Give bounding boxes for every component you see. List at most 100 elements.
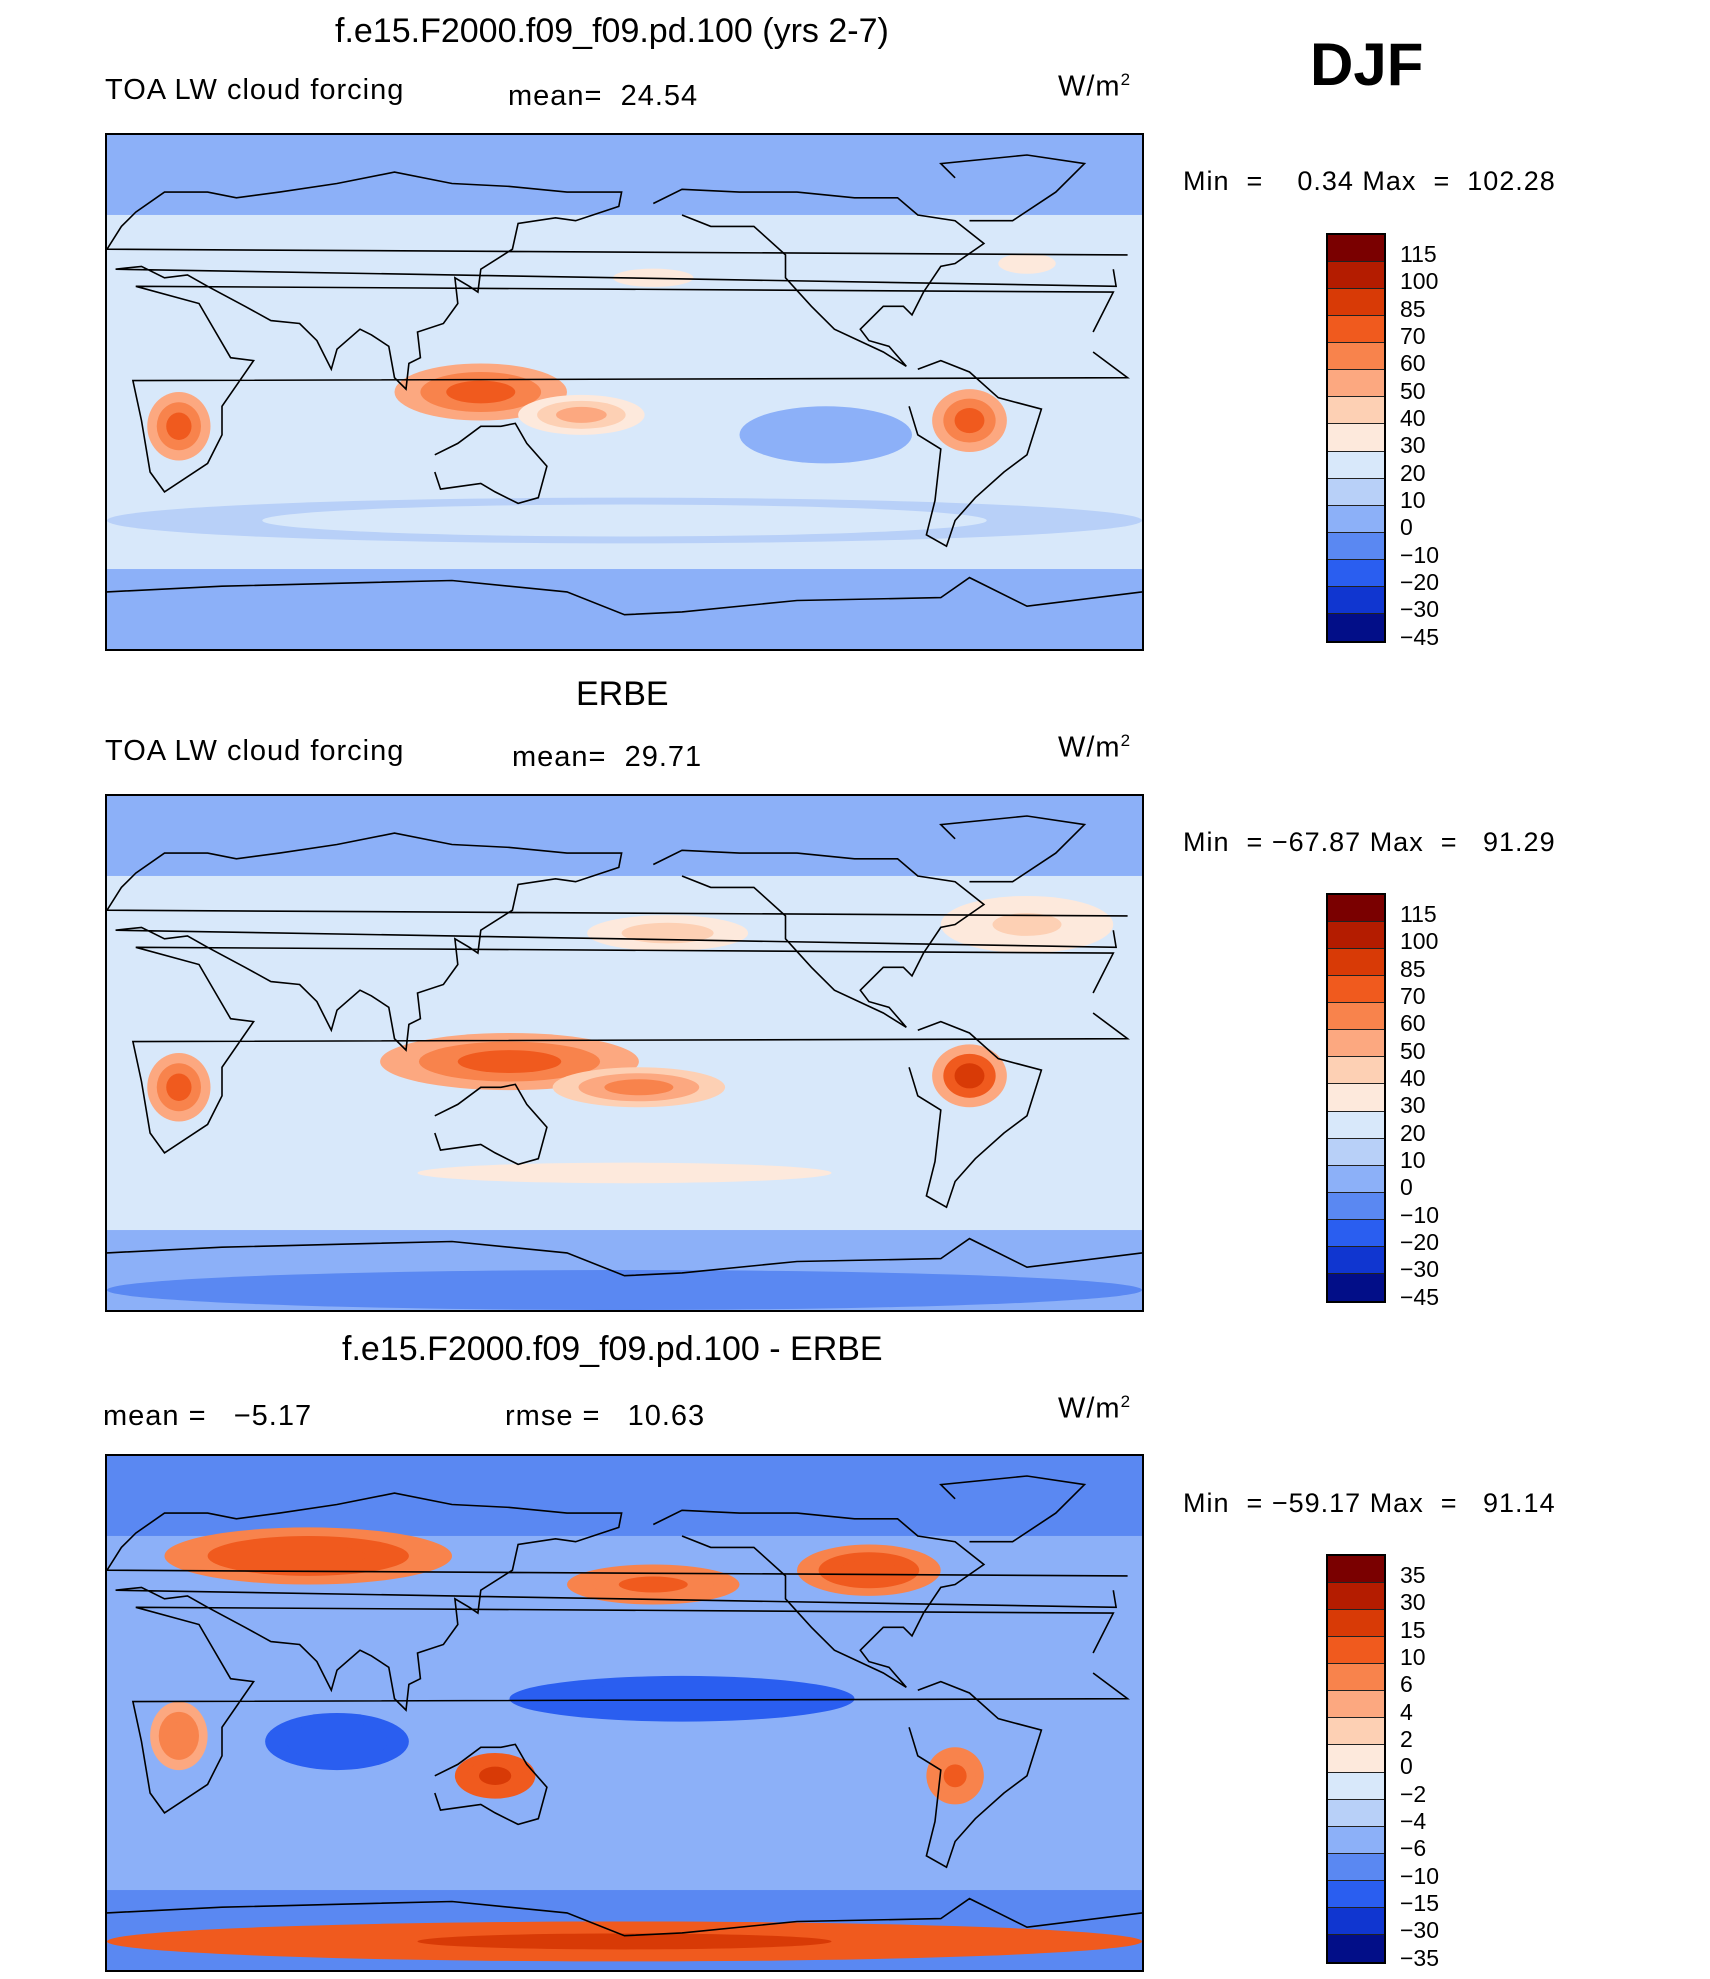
colorbar-label: −4 (1400, 1808, 1427, 1834)
colorbar-swatch (1328, 922, 1384, 950)
coastline-antarctica (107, 576, 1142, 616)
colorbar-swatch (1328, 1880, 1384, 1908)
panel2-min-label: Min (1183, 827, 1230, 857)
colorbar-swatch (1328, 262, 1384, 290)
coastline-samerica (908, 1680, 1043, 1869)
panel1-units-sup: 2 (1120, 70, 1132, 89)
panel3-min-value: −59.17 (1271, 1488, 1362, 1518)
colorbar-label: −45 (1400, 623, 1440, 650)
colorbar-swatch (1328, 1556, 1384, 1584)
colorbar-label: 50 (1400, 377, 1426, 404)
colorbar-label: −45 (1400, 1283, 1440, 1310)
panel1-variable-label: TOA LW cloud forcing (105, 74, 405, 106)
region-north-america (840, 1559, 898, 1581)
colorbar-swatch (1328, 316, 1384, 344)
colorbar-swatch (1328, 1111, 1384, 1139)
panel3-min-label: Min (1183, 1488, 1230, 1518)
panel1-mean-value: 24.54 (620, 80, 699, 112)
colorbar-swatch (1328, 613, 1384, 641)
region-south-pacific-convergence-zone (604, 1079, 674, 1096)
colorbar-label: 15 (1400, 1616, 1426, 1643)
panel3-colorbar (1326, 1554, 1386, 1964)
panel2-eq2: = (1440, 827, 1458, 857)
panel2-units: W/m2 (1058, 731, 1131, 765)
coastline-greenland (939, 815, 1087, 883)
panel1-max-label: Max (1362, 166, 1417, 196)
colorbar-label: 60 (1400, 350, 1426, 377)
panel1-title: f.e15.F2000.f09_f09.pd.100 (yrs 2-7) (335, 12, 889, 50)
colorbar-swatch (1328, 1084, 1384, 1112)
colorbar-swatch (1328, 505, 1384, 533)
coastline-namerica (652, 849, 986, 1028)
coastline-antarctica (107, 1897, 1142, 1937)
colorbar-swatch (1328, 949, 1384, 977)
colorbar-label: 115 (1400, 241, 1437, 267)
panel1-min-label: Min (1183, 166, 1230, 196)
coastline-namerica (652, 1509, 986, 1688)
colorbar-label: −20 (1400, 1229, 1440, 1255)
region-amazon (954, 407, 985, 434)
region-southern-africa (166, 1073, 192, 1101)
colorbar-swatch (1328, 289, 1384, 317)
colorbar-swatch (1328, 1165, 1384, 1193)
panel2-colorbar (1326, 893, 1386, 1303)
panel1-min-value: 0.34 (1297, 166, 1354, 196)
coastline-eurasia (107, 1492, 1128, 1712)
panel1-colorbar (1326, 233, 1386, 643)
panel3-mean: mean = −5.17 (103, 1400, 312, 1433)
coastline-antarctica (107, 1237, 1142, 1277)
colorbar-label: 70 (1400, 983, 1426, 1009)
colorbar-swatch (1328, 1907, 1384, 1935)
colorbar-label: 35 (1400, 1562, 1426, 1588)
colorbar-label: 6 (1400, 1671, 1413, 1698)
panel1-max-value: 102.28 (1467, 166, 1556, 196)
colorbar-label: 40 (1400, 1065, 1426, 1091)
panel3-rmse: rmse = 10.63 (505, 1400, 705, 1433)
panel2-units-sup: 2 (1120, 731, 1132, 750)
panel1-mean-label: mean= (508, 80, 603, 112)
colorbar-label: 10 (1400, 1644, 1426, 1670)
colorbar-swatch (1328, 1664, 1384, 1692)
panel3-map-svg (107, 1456, 1142, 1970)
colorbar-swatch (1328, 1246, 1384, 1274)
panel3-max-value: 91.14 (1483, 1488, 1556, 1518)
region-southern-africa (166, 412, 192, 440)
region-antarctica (417, 627, 832, 642)
panel1-map (105, 133, 1144, 651)
panel3-max-label: Max (1369, 1488, 1424, 1518)
colorbar-swatch (1328, 1273, 1384, 1301)
colorbar-label: −10 (1400, 541, 1440, 568)
colorbar-label: 30 (1400, 1589, 1426, 1616)
coastline-greenland (939, 1475, 1087, 1543)
colorbar-label: 20 (1400, 459, 1426, 486)
region-tropical-pacific (613, 1689, 751, 1708)
panel1-minmax: Min = 0.34 Max = 102.28 (1183, 166, 1556, 197)
panel2-units-base: W/m (1058, 731, 1121, 764)
colorbar-label: 0 (1400, 1174, 1413, 1201)
colorbar-label: 10 (1400, 1147, 1426, 1173)
panel3-minmax: Min = −59.17 Max = 91.14 (1183, 1488, 1556, 1519)
region-southern-africa (167, 1722, 191, 1750)
colorbar-swatch (1328, 1691, 1384, 1719)
arctic-band (107, 135, 1142, 215)
colorbar-swatch (1328, 370, 1384, 398)
coastline-africa (131, 285, 1131, 493)
colorbar-label: 100 (1400, 928, 1439, 955)
colorbar-swatch (1328, 1219, 1384, 1247)
colorbar-swatch (1328, 1192, 1384, 1220)
region-antarctica (417, 1933, 832, 1950)
colorbar-swatch (1328, 478, 1384, 506)
colorbar-label: 60 (1400, 1010, 1426, 1037)
panel2-variable-label: TOA LW cloud forcing (105, 735, 405, 767)
region-south-america (943, 1764, 967, 1788)
colorbar-swatch (1328, 586, 1384, 614)
panel1-eq1: = (1246, 166, 1264, 196)
region-maritime-continent (457, 1050, 562, 1073)
colorbar-swatch (1328, 532, 1384, 560)
region-maritime-continent (446, 380, 516, 404)
colorbar-label: −35 (1400, 1944, 1440, 1971)
colorbar-swatch (1328, 1772, 1384, 1800)
colorbar-swatch (1328, 343, 1384, 371)
colorbar-label: 115 (1400, 901, 1437, 927)
colorbar-swatch (1328, 424, 1384, 452)
